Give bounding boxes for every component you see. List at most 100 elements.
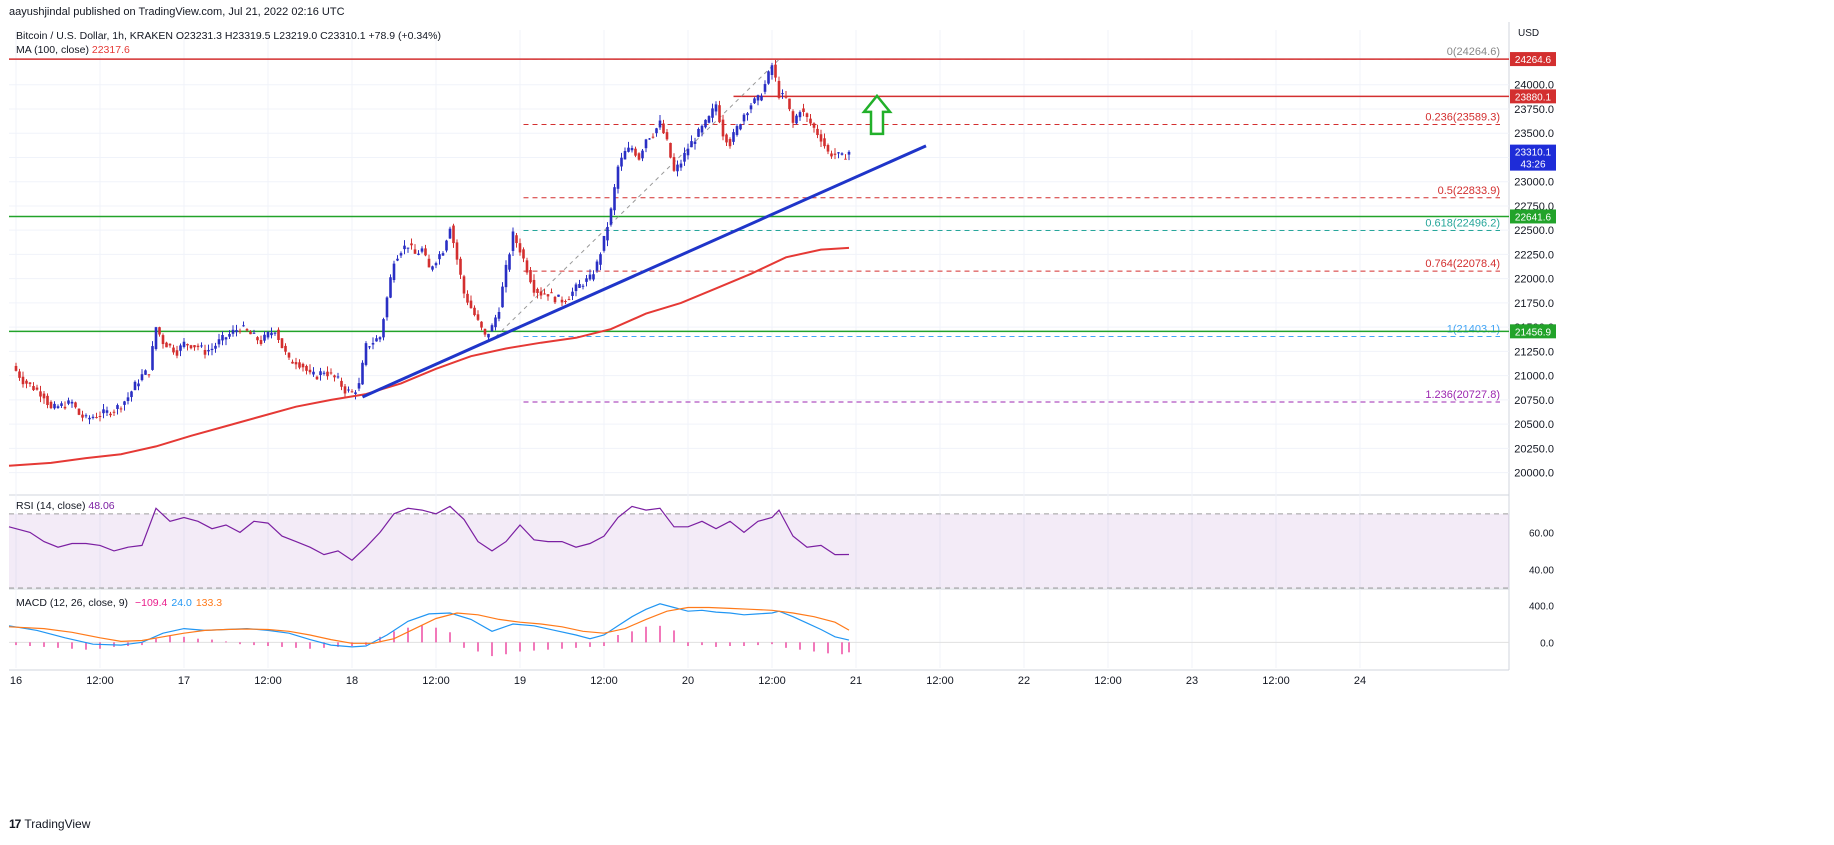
y-tick-label: 24000.0 xyxy=(1514,80,1554,92)
candle-body xyxy=(214,345,217,349)
x-tick-label: 21 xyxy=(850,675,862,687)
countdown-label: 43:26 xyxy=(1520,160,1545,171)
candle-body xyxy=(336,376,340,378)
candle-body xyxy=(403,245,406,250)
price-tag-label: 24264.6 xyxy=(1515,55,1552,66)
candle-body xyxy=(683,152,686,162)
candle-body xyxy=(823,138,826,147)
candle-body xyxy=(613,187,616,211)
candle-body xyxy=(672,157,676,171)
x-tick-label: 12:00 xyxy=(422,675,450,687)
candle-body xyxy=(326,371,329,377)
x-tick-label: 23 xyxy=(1186,675,1198,687)
candle-body xyxy=(756,95,760,101)
candle-body xyxy=(732,132,735,142)
chart-title: Bitcoin / U.S. Dollar, 1h, KRAKEN O23231… xyxy=(16,30,441,42)
candle-body xyxy=(564,300,567,302)
tradingview-logo[interactable]: 17 TradingView xyxy=(9,817,90,831)
candle-body xyxy=(448,228,452,239)
x-tick-label: 12:00 xyxy=(86,675,114,687)
candle-body xyxy=(686,148,690,156)
x-tick-label: 12:00 xyxy=(590,675,618,687)
candle-body xyxy=(63,406,67,409)
tv-brand-text: TradingView xyxy=(24,817,91,831)
y-tick-label: 23500.0 xyxy=(1514,128,1554,140)
candle-body xyxy=(536,289,539,293)
y-tick-label: 20250.0 xyxy=(1514,443,1554,455)
x-tick-label: 17 xyxy=(178,675,190,687)
candle-body xyxy=(371,343,375,345)
candle-body xyxy=(595,261,599,271)
fib-level-label: 0.618(22496.2) xyxy=(1425,218,1500,230)
candle-body xyxy=(273,332,277,334)
candle-body xyxy=(60,403,63,406)
fib-level-label: 0.5(22833.9) xyxy=(1438,185,1500,197)
candle-body xyxy=(165,342,168,348)
tv-logo-icon: 17 xyxy=(9,817,21,831)
candle-body xyxy=(203,349,207,355)
candle-body xyxy=(413,249,417,254)
candle-body xyxy=(161,335,165,345)
macd-line xyxy=(8,603,850,648)
candle-body xyxy=(186,344,189,346)
price-tag-label: 21456.9 xyxy=(1515,327,1552,338)
candle-body xyxy=(700,125,704,133)
candle-body xyxy=(606,226,609,241)
candle-body xyxy=(469,300,473,309)
candle-body xyxy=(648,138,651,140)
macd-value: 133.3 xyxy=(196,597,222,609)
axes: 16 12:00 17 12:00 18 12:00 19 12:00 20 12:00 21 12:… xyxy=(10,28,1556,687)
candle-body xyxy=(812,123,816,128)
candle-body xyxy=(690,141,693,148)
candle-body xyxy=(172,347,175,353)
candle-body xyxy=(46,395,49,406)
candle-body xyxy=(140,374,144,381)
candle-body xyxy=(669,142,672,158)
macd-value: −109.4 xyxy=(135,597,168,609)
candle-body xyxy=(53,403,56,409)
y-tick-label: 22000.0 xyxy=(1514,274,1554,286)
candle-body xyxy=(49,401,53,409)
candle-body xyxy=(658,120,662,128)
candle-body xyxy=(333,375,336,378)
candle-body xyxy=(623,150,627,160)
candle-body xyxy=(361,362,364,385)
candle-body xyxy=(634,148,637,156)
candle-body xyxy=(196,345,200,348)
candle-body xyxy=(532,279,536,293)
candle-body xyxy=(609,208,613,225)
x-tick-label: 12:00 xyxy=(1262,675,1290,687)
candle-body xyxy=(105,410,109,413)
candle-body xyxy=(385,297,389,318)
candle-body xyxy=(364,343,368,365)
candle-body xyxy=(844,158,847,160)
indicator-labels: Bitcoin / U.S. Dollar, 1h, KRAKEN O23231… xyxy=(16,30,441,609)
candle-body xyxy=(74,402,77,408)
currency-label: USD xyxy=(1518,28,1539,39)
candle-body xyxy=(791,111,795,123)
x-tick-label: 20 xyxy=(682,675,694,687)
candle-body xyxy=(322,372,326,374)
candle-body xyxy=(466,293,469,303)
candle-body xyxy=(445,240,448,251)
candle-body xyxy=(763,84,767,92)
candle-body xyxy=(798,112,802,118)
candle-body xyxy=(490,325,494,332)
candle-body xyxy=(210,348,214,351)
candle-body xyxy=(375,338,378,342)
price-tag xyxy=(1510,324,1556,339)
candle-body xyxy=(441,253,445,256)
candle-body xyxy=(102,409,105,414)
y-tick-label: 20000.0 xyxy=(1514,468,1554,480)
macd-label: MACD (12, 26, close, 9) −109.4 24.0 133.3 xyxy=(16,597,222,609)
candle-body xyxy=(347,389,350,391)
candle-body xyxy=(833,153,837,155)
x-tick-label: 18 xyxy=(346,675,358,687)
candle-body xyxy=(32,386,35,391)
candle-body xyxy=(392,263,396,280)
candle-body xyxy=(14,365,18,371)
candle-body xyxy=(189,345,193,349)
candle-body xyxy=(109,413,112,416)
macd-tick: 400.0 xyxy=(1529,602,1554,613)
candle-body xyxy=(518,243,522,253)
